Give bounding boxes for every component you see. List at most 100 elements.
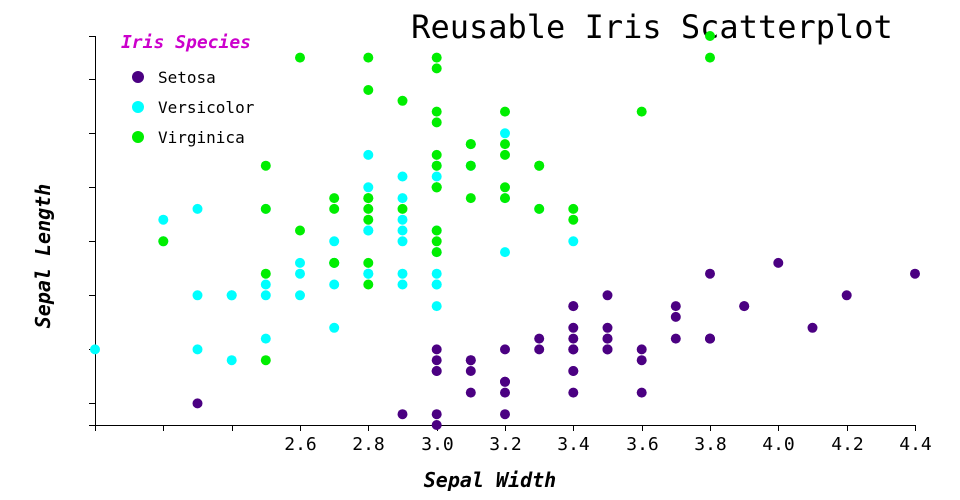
setosa-point — [568, 322, 579, 333]
x-tick-label: 4.2 — [831, 434, 864, 455]
versicolor-point — [192, 344, 203, 355]
virginica-point — [431, 160, 442, 171]
versicolor-point — [192, 290, 203, 301]
virginica-point — [363, 193, 374, 204]
virginica-point — [295, 52, 305, 63]
virginica-point — [705, 31, 715, 41]
x-tick-label: 2.6 — [284, 434, 317, 455]
setosa-point — [841, 290, 852, 301]
virginica-point — [465, 193, 476, 204]
virginica-point — [431, 117, 442, 128]
setosa-point — [465, 387, 476, 398]
setosa-point — [807, 322, 818, 333]
versicolor-point — [192, 203, 203, 214]
legend-marker-setosa — [132, 71, 144, 83]
versicolor-point — [295, 268, 305, 279]
setosa-point — [534, 333, 545, 344]
versicolor-point — [397, 171, 408, 182]
virginica-point — [397, 95, 408, 106]
legend-label-setosa: Setosa — [158, 68, 216, 87]
virginica-point — [431, 149, 442, 160]
setosa-point — [602, 322, 613, 333]
versicolor-point — [295, 257, 305, 268]
virginica-point — [500, 139, 510, 150]
virginica-point — [329, 203, 340, 214]
virginica-point — [260, 160, 271, 171]
virginica-point — [534, 160, 545, 171]
setosa-point — [465, 366, 476, 376]
virginica-point — [158, 236, 169, 247]
virginica-point — [500, 106, 510, 117]
x-tick-label: 4.4 — [899, 434, 932, 455]
setosa-point — [705, 268, 715, 279]
setosa-point — [500, 376, 510, 387]
legend-marker-virginica — [132, 131, 144, 143]
versicolor-point — [500, 247, 510, 258]
virginica-point — [568, 214, 579, 225]
setosa-point — [192, 398, 203, 409]
setosa-point — [636, 355, 647, 366]
versicolor-point — [260, 333, 271, 344]
setosa-point — [739, 301, 750, 312]
virginica-point — [431, 247, 442, 258]
setosa-point — [568, 387, 579, 398]
versicolor-point — [329, 236, 340, 247]
virginica-point — [431, 106, 442, 117]
setosa-point — [670, 311, 681, 322]
versicolor-point — [431, 171, 442, 182]
x-axis-label: Sepal Width — [424, 468, 556, 492]
versicolor-point — [295, 290, 305, 301]
setosa-point — [670, 301, 681, 312]
virginica-point — [431, 225, 442, 236]
legend-label-versicolor: Versicolor — [158, 98, 255, 117]
setosa-point — [568, 366, 579, 376]
virginica-point — [363, 257, 374, 268]
versicolor-point — [431, 301, 442, 312]
virginica-point — [534, 203, 545, 214]
versicolor-point — [431, 279, 442, 290]
legend: Iris Species Setosa Versicolor Virginica — [121, 32, 255, 147]
setosa-point — [670, 333, 681, 344]
virginica-point — [329, 257, 340, 268]
virginica-point — [465, 139, 476, 150]
virginica-point — [568, 203, 579, 214]
virginica-point — [397, 203, 408, 214]
setosa-point — [636, 344, 647, 355]
legend-items: Setosa Versicolor Virginica — [132, 68, 255, 147]
versicolor-point — [260, 290, 271, 301]
setosa-point — [568, 333, 579, 344]
setosa-point — [397, 409, 408, 420]
versicolor-point — [226, 290, 237, 301]
virginica-point — [500, 182, 510, 193]
setosa-point — [431, 355, 442, 366]
virginica-point — [705, 52, 715, 63]
setosa-point — [602, 344, 613, 355]
chart-title: Reusable Iris Scatterplot — [411, 8, 893, 46]
setosa-point — [465, 355, 476, 366]
y-axis-label: Sepal Length — [31, 184, 55, 329]
legend-label-virginica: Virginica — [158, 128, 245, 147]
virginica-point — [363, 214, 374, 225]
versicolor-point — [397, 225, 408, 236]
setosa-point — [500, 387, 510, 398]
legend-title: Iris Species — [121, 32, 251, 53]
setosa-point — [431, 420, 442, 430]
setosa-point — [568, 344, 579, 355]
setosa-point — [705, 333, 715, 344]
versicolor-point — [397, 193, 408, 204]
x-tick-label: 3.0 — [421, 434, 454, 455]
virginica-point — [431, 52, 442, 63]
virginica-point — [636, 106, 647, 117]
versicolor-point — [90, 344, 100, 355]
setosa-point — [431, 344, 442, 355]
versicolor-point — [260, 279, 271, 290]
versicolor-point — [397, 236, 408, 247]
versicolor-point — [431, 268, 442, 279]
versicolor-point — [363, 149, 374, 160]
virginica-point — [363, 279, 374, 290]
setosa-point — [534, 344, 545, 355]
versicolor-point — [397, 268, 408, 279]
virginica-point — [363, 85, 374, 95]
virginica-point — [500, 193, 510, 204]
